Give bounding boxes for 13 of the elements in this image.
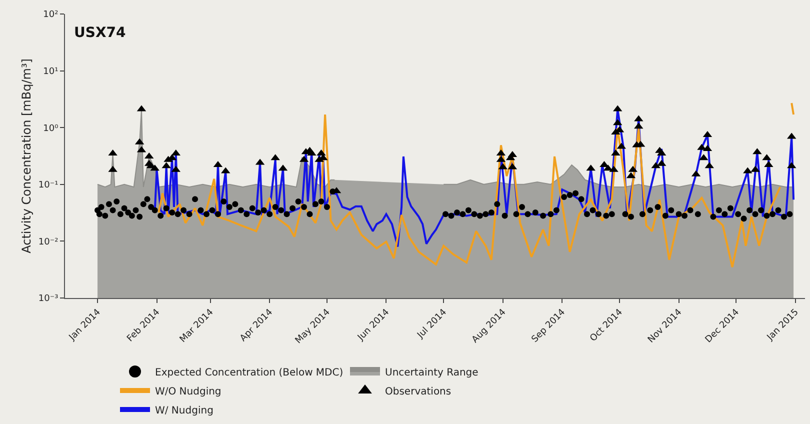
text: USX74 xyxy=(74,25,126,41)
y-tick-label: 10⁰ xyxy=(43,124,59,134)
y-tick-label: 10¹ xyxy=(43,66,59,77)
y-tick-label: 10⁻³ xyxy=(38,294,59,304)
legend-label: Uncertainty Range xyxy=(385,367,478,378)
y-tick-label: 10⁻¹ xyxy=(38,180,59,191)
y-axis-title: Activity Concentration [mBq/m³] xyxy=(20,58,34,254)
legend-label: Observations xyxy=(385,386,452,398)
legend-label: Expected Concentration (Below MDC) xyxy=(155,367,344,378)
legend-label: W/ Nudging xyxy=(155,405,214,416)
y-tick-label: 10⁻² xyxy=(38,237,59,248)
legend-label: W/O Nudging xyxy=(155,386,222,398)
y-tick-label: 10² xyxy=(43,10,59,20)
